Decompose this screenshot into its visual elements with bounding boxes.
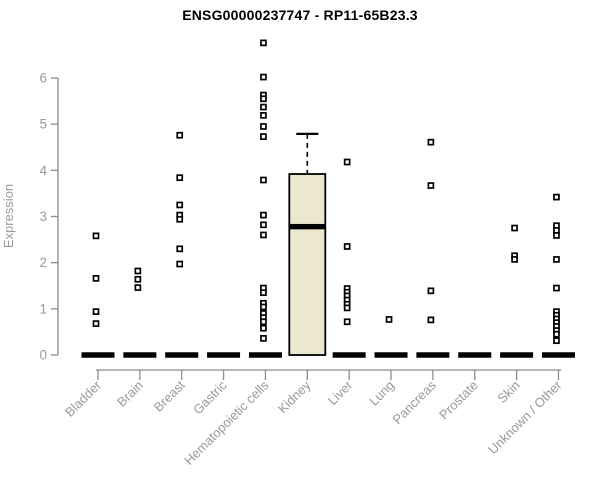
data-point bbox=[134, 267, 142, 275]
data-point bbox=[511, 256, 518, 263]
data-point bbox=[260, 103, 267, 111]
data-point bbox=[553, 284, 560, 292]
x-category-label: Breast bbox=[151, 377, 188, 414]
x-category-label: Unknown / Other bbox=[485, 377, 565, 457]
data-point bbox=[343, 243, 351, 250]
data-point bbox=[176, 131, 184, 139]
data-point bbox=[260, 133, 267, 140]
data-point bbox=[260, 221, 267, 229]
x-category-label: Skin bbox=[494, 378, 522, 406]
data-point bbox=[427, 138, 435, 146]
median-bar bbox=[123, 352, 157, 358]
data-point bbox=[260, 123, 267, 130]
data-point bbox=[176, 260, 184, 268]
median-bar bbox=[458, 352, 492, 358]
data-point bbox=[260, 231, 267, 239]
y-axis-title: Expression bbox=[1, 184, 16, 248]
data-point bbox=[260, 176, 267, 184]
data-point bbox=[343, 304, 351, 312]
data-point bbox=[385, 316, 393, 323]
data-point bbox=[92, 232, 100, 240]
data-point bbox=[134, 275, 142, 283]
x-category-label: Brain bbox=[114, 378, 146, 410]
data-point bbox=[176, 215, 184, 223]
data-point bbox=[553, 330, 560, 338]
median-bar bbox=[81, 352, 115, 358]
median-bar bbox=[416, 352, 450, 358]
data-point bbox=[553, 193, 560, 201]
y-tick-label: 4 bbox=[39, 163, 47, 178]
data-point bbox=[260, 73, 267, 81]
data-point bbox=[553, 256, 560, 263]
x-category-label: Lung bbox=[366, 378, 397, 409]
data-point bbox=[176, 201, 184, 209]
data-point bbox=[260, 324, 267, 332]
data-point bbox=[260, 318, 267, 326]
data-point bbox=[260, 289, 267, 297]
x-category-label: Prostate bbox=[436, 378, 481, 423]
y-tick-label: 6 bbox=[39, 70, 47, 85]
data-point bbox=[260, 112, 267, 119]
x-category-label: Liver bbox=[325, 377, 356, 408]
x-category-label: Gastric bbox=[190, 377, 230, 417]
data-point bbox=[553, 232, 560, 239]
y-tick-label: 3 bbox=[39, 209, 47, 224]
data-point bbox=[92, 275, 100, 282]
box-median-line bbox=[289, 223, 326, 230]
data-point bbox=[176, 174, 184, 182]
y-tick-label: 1 bbox=[39, 301, 47, 316]
median-bar bbox=[541, 352, 575, 358]
data-point bbox=[427, 287, 435, 295]
y-tick-label: 0 bbox=[39, 348, 47, 363]
x-category-label: Pancreas bbox=[390, 377, 440, 427]
data-point bbox=[92, 308, 100, 315]
data-point bbox=[427, 316, 435, 324]
median-bar bbox=[500, 352, 534, 358]
data-point bbox=[427, 182, 435, 189]
chart-title: ENSG00000237747 - RP11-65B23.3 bbox=[182, 7, 418, 23]
median-bar bbox=[165, 352, 199, 358]
x-category-label: Bladder bbox=[62, 377, 105, 420]
data-point bbox=[260, 39, 267, 47]
data-point bbox=[260, 95, 267, 103]
median-bar bbox=[332, 352, 366, 358]
data-point bbox=[260, 303, 267, 311]
median-bar bbox=[248, 352, 282, 358]
box bbox=[288, 173, 327, 356]
data-point bbox=[260, 211, 267, 219]
median-bar bbox=[207, 352, 241, 358]
median-bar bbox=[374, 352, 408, 358]
data-point bbox=[260, 335, 267, 342]
y-tick-label: 2 bbox=[39, 255, 47, 270]
x-category-label: Kidney bbox=[275, 377, 314, 416]
data-point bbox=[92, 320, 100, 327]
data-point bbox=[511, 224, 518, 232]
data-point bbox=[134, 284, 142, 291]
data-point bbox=[343, 318, 351, 326]
data-point bbox=[553, 337, 560, 345]
y-tick-label: 5 bbox=[39, 117, 47, 132]
data-point bbox=[343, 158, 351, 166]
data-point bbox=[176, 245, 184, 253]
